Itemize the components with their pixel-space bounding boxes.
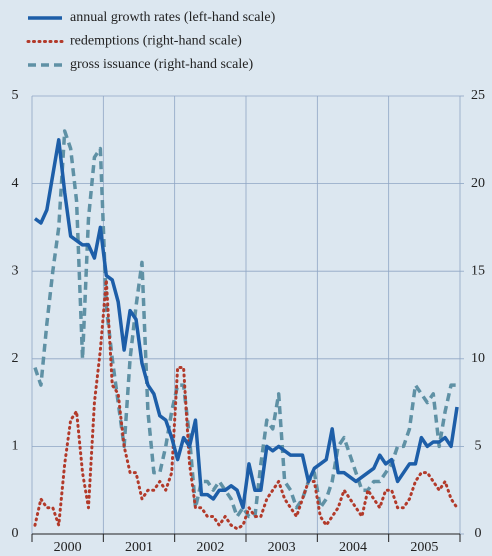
y-tick-label: 2 xyxy=(12,351,19,366)
y2-tick-label: 5 xyxy=(475,439,482,454)
y-tick-label: 1 xyxy=(12,439,19,454)
legend-label: annual growth rates (left-hand scale) xyxy=(70,10,276,25)
y2-tick-label: 15 xyxy=(471,263,485,278)
series-line xyxy=(33,278,459,531)
y2-tick-label: 10 xyxy=(471,351,485,366)
x-tick-label: 2004 xyxy=(339,540,367,555)
x-tick-label: 2001 xyxy=(125,540,153,555)
x-tick-label: 2005 xyxy=(410,540,438,555)
y2-tick-label: 20 xyxy=(471,176,485,191)
x-tick-label: 2003 xyxy=(268,540,296,555)
y-tick-label: 3 xyxy=(12,263,19,278)
y-tick-label: 4 xyxy=(12,176,19,191)
y2-tick-label: 0 xyxy=(475,526,482,541)
x-tick-label: 2002 xyxy=(196,540,224,555)
legend-label: gross issuance (right-hand scale) xyxy=(70,57,253,72)
y-tick-label: 5 xyxy=(12,88,19,103)
y-tick-label: 0 xyxy=(12,526,19,541)
legend-label: redemptions (right-hand scale) xyxy=(70,34,242,49)
series-line xyxy=(33,138,459,510)
y2-tick-label: 25 xyxy=(471,88,485,103)
x-tick-label: 2000 xyxy=(54,540,82,555)
